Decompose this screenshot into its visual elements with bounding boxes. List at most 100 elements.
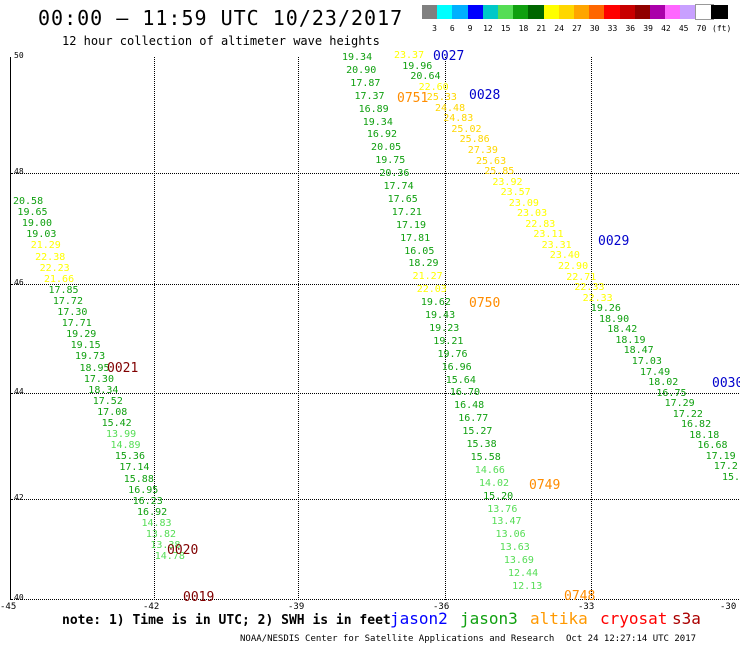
- wave-height-reading: 19.03: [26, 229, 57, 241]
- wave-height-reading: 22.33: [574, 282, 605, 294]
- wave-height-reading: 20.36: [379, 168, 410, 180]
- meridian-33: [591, 57, 592, 600]
- wave-height-reading: 17.52: [92, 395, 123, 407]
- wave-height-reading: 23.31: [541, 239, 572, 251]
- wave-height-reading: 19.15: [70, 340, 101, 352]
- legend-swatch: [619, 5, 637, 19]
- wave-height-reading: 25.63: [476, 155, 507, 167]
- wave-height-reading: 25.85: [484, 166, 515, 178]
- wave-height-reading: 20.05: [371, 142, 402, 154]
- wave-height-reading: 17.22: [672, 408, 703, 420]
- lat-label: 42: [14, 493, 24, 502]
- wave-height-reading: 23.92: [492, 176, 523, 188]
- wave-height-reading: 25.02: [451, 123, 482, 135]
- wave-height-reading: 13.82: [145, 529, 176, 540]
- wave-height-reading: 22.71: [566, 271, 597, 283]
- wave-height-reading: 16.77: [458, 413, 489, 425]
- footer-note: note: 1) Time is in UTC; 2) SWH is in fe…: [62, 613, 391, 628]
- wave-height-reading: 14.78: [154, 551, 185, 563]
- legend-swatch: [558, 5, 576, 19]
- pass-label-0027: 0027: [433, 49, 465, 64]
- lat-label: 50: [14, 51, 24, 60]
- wave-height-reading: 22.38: [35, 251, 66, 263]
- lon-label: -39: [288, 602, 305, 612]
- wave-height-reading: 19.73: [75, 351, 106, 363]
- lat-label: 44: [14, 387, 24, 396]
- color-legend: 3 6 9 12 15 18 21 24 27 30 33 36 39 42 45 70 (ft): [422, 4, 731, 39]
- pass-label-0028: 0028: [469, 88, 501, 103]
- wave-height-reading: 19.26: [590, 303, 621, 315]
- wave-height-reading: 22.33: [582, 292, 613, 304]
- wave-height-reading: 22.83: [525, 218, 556, 230]
- legend-swatch: [634, 5, 652, 19]
- wave-height-reading: 22.23: [39, 262, 70, 274]
- wave-height-reading: 17.65: [387, 193, 418, 205]
- wave-height-reading: 17.30: [83, 373, 114, 385]
- legend-tick-label: 24: [554, 24, 564, 33]
- pass-label-0751: 0751: [397, 91, 429, 106]
- wave-height-reading: 19.75: [375, 155, 406, 167]
- wave-height-reading: 13.06: [495, 529, 526, 541]
- legend-swatch: [650, 5, 667, 19]
- wave-height-reading: 18.29: [408, 258, 439, 270]
- wave-height-reading: 13.63: [499, 542, 530, 554]
- mission-cryosat: cryosat: [600, 609, 668, 628]
- lon-label: -30: [720, 602, 737, 612]
- lat-label: 46: [14, 278, 24, 287]
- wave-height-reading: 17.85: [48, 284, 79, 296]
- wave-height-reading: 15.42: [101, 418, 132, 429]
- wave-height-reading: 16.92: [137, 506, 168, 518]
- legend-tick-label: 6: [449, 24, 455, 33]
- wave-height-reading: 14.02: [478, 477, 510, 489]
- wave-height-reading: 21.29: [30, 240, 61, 252]
- wave-height-reading: 13.38: [150, 540, 181, 552]
- legend-tick-label: 9: [467, 24, 473, 33]
- meridian-39: [298, 57, 299, 600]
- wave-height-reading: 19.76: [437, 348, 468, 360]
- wave-height-reading: 17.74: [383, 181, 414, 192]
- wave-height-reading: 19.65: [17, 207, 48, 219]
- lon-label: -45: [0, 602, 17, 612]
- wave-height-reading: 17.87: [350, 77, 381, 89]
- meridian-36: [445, 57, 446, 600]
- wave-height-reading: 19.34: [342, 52, 373, 63]
- wave-height-reading: 22.90: [558, 261, 589, 272]
- parallel-40: [11, 599, 739, 600]
- wave-height-reading: 16.05: [404, 245, 435, 257]
- lon-label: -36: [433, 602, 450, 612]
- legend-swatch: [680, 5, 698, 19]
- wave-height-reading: 12.13: [512, 580, 543, 592]
- legend-swatch: [694, 4, 714, 20]
- wave-height-reading: 12.44: [508, 568, 539, 579]
- wave-height-reading: 18.19: [615, 334, 646, 346]
- lat-label: 48: [14, 167, 24, 176]
- legend-swatch: [482, 5, 500, 19]
- legend-swatch: [710, 5, 728, 19]
- pass-label-0020: 0020: [167, 543, 199, 558]
- mission-altika: altika: [530, 609, 588, 628]
- pass-label-0748: 0748: [564, 589, 596, 604]
- wave-height-reading: 17.19: [705, 450, 736, 462]
- lat-label: 40: [14, 593, 24, 602]
- legend-tick-label: 18: [518, 24, 529, 33]
- wave-height-reading: 15.88: [123, 473, 154, 485]
- legend-swatch: [498, 5, 515, 19]
- wave-height-reading: 16.96: [441, 361, 472, 373]
- wave-height-reading: 16.92: [366, 129, 397, 141]
- map-title: 00:00 – 11:59 UTC 10/23/2017: [38, 6, 404, 30]
- legend-swatch: [543, 5, 561, 19]
- wave-height-reading: 23.57: [500, 187, 531, 199]
- wave-height-reading: 19.43: [425, 310, 456, 321]
- legend-tick-label: 3: [432, 24, 437, 33]
- pass-label-0750: 0750: [469, 296, 501, 311]
- legend-swatch: [528, 5, 546, 19]
- legend-tick-label: 15: [500, 24, 511, 33]
- legend-tick-label: 30: [589, 24, 600, 33]
- legend-swatch: [467, 5, 485, 19]
- wave-height-reading: 20.58: [13, 196, 44, 207]
- legend-tick-label: 21: [536, 24, 547, 33]
- wave-height-reading: 17.14: [119, 462, 150, 474]
- legend-tick-label: 42: [661, 24, 671, 33]
- wave-height-reading: 19.23: [429, 322, 460, 334]
- wave-height-reading: 15.64: [445, 374, 476, 386]
